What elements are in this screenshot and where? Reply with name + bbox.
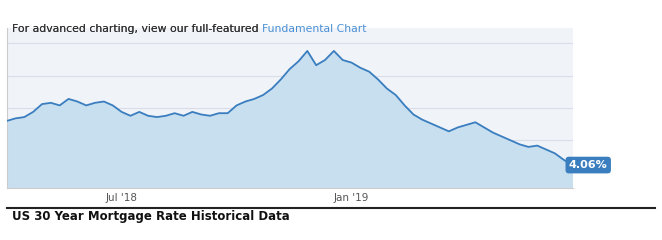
Text: US 30 Year Mortgage Rate Historical Data: US 30 Year Mortgage Rate Historical Data xyxy=(12,210,290,223)
Text: Fundamental Chart: Fundamental Chart xyxy=(262,24,367,34)
Text: 4.06%: 4.06% xyxy=(569,160,608,170)
Text: For advanced charting, view our full-featured: For advanced charting, view our full-fea… xyxy=(12,24,262,34)
Text: For advanced charting, view our full-featured: For advanced charting, view our full-fea… xyxy=(12,24,262,34)
